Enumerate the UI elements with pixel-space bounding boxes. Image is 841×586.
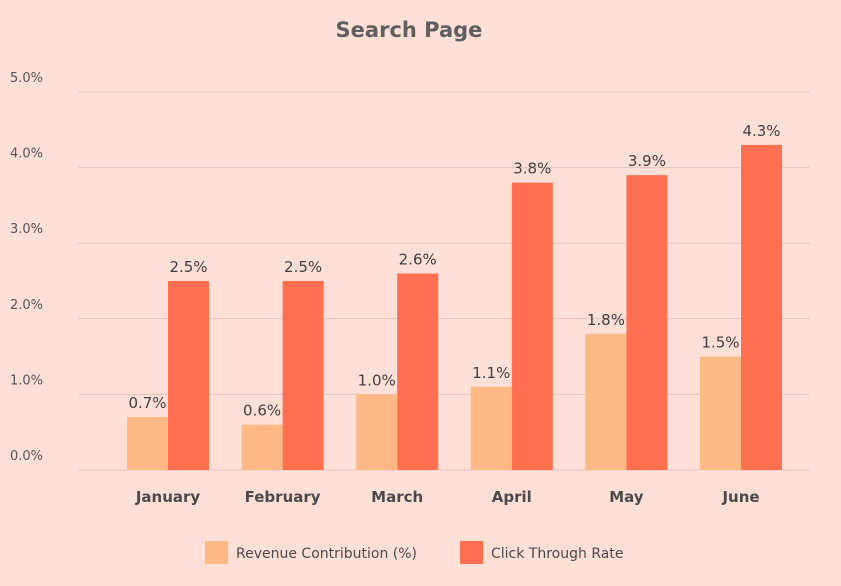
legend-label: Revenue Contribution (%) bbox=[236, 546, 417, 562]
x-tick-label: February bbox=[245, 488, 321, 506]
data-label: 1.0% bbox=[358, 371, 396, 389]
legend-swatch bbox=[460, 541, 483, 564]
y-axis: 0.0% 1.0% 2.0% 3.0% 4.0% 5.0% bbox=[10, 71, 43, 464]
data-label: 2.5% bbox=[169, 258, 207, 276]
legend-item[interactable]: Revenue Contribution (%) bbox=[205, 541, 417, 564]
legend-label: Click Through Rate bbox=[491, 546, 623, 562]
data-label: 2.6% bbox=[399, 250, 437, 268]
x-tick-label: January bbox=[135, 488, 201, 506]
data-label: 0.7% bbox=[128, 394, 166, 412]
data-label: 1.8% bbox=[587, 311, 625, 329]
x-tick-label: April bbox=[492, 488, 532, 506]
bar-click-through-rate[interactable] bbox=[626, 175, 668, 470]
legend-swatch bbox=[205, 541, 228, 564]
bar-revenue-contribution[interactable] bbox=[241, 424, 283, 470]
bar-click-through-rate[interactable] bbox=[168, 281, 209, 470]
data-label: 3.9% bbox=[628, 152, 666, 170]
bar-click-through-rate[interactable] bbox=[741, 144, 782, 471]
data-label: 3.8% bbox=[513, 160, 551, 178]
chart-title: Search Page bbox=[336, 18, 483, 42]
bar-revenue-contribution[interactable] bbox=[470, 386, 512, 470]
x-tick-label: March bbox=[371, 488, 423, 506]
y-tick-label: 3.0% bbox=[10, 222, 43, 237]
data-label: 0.6% bbox=[243, 402, 281, 420]
x-axis: January February March April May June bbox=[135, 488, 760, 506]
bar-revenue-contribution[interactable] bbox=[700, 356, 741, 470]
bar-revenue-contribution[interactable] bbox=[127, 417, 168, 470]
y-tick-label: 2.0% bbox=[10, 298, 43, 313]
y-tick-label: 4.0% bbox=[10, 147, 43, 162]
y-tick-label: 1.0% bbox=[10, 373, 43, 388]
x-tick-label: June bbox=[721, 488, 759, 506]
bar-revenue-contribution[interactable] bbox=[356, 394, 398, 470]
bar-revenue-contribution[interactable] bbox=[585, 333, 627, 470]
y-tick-label: 5.0% bbox=[10, 71, 43, 86]
data-label: 2.5% bbox=[284, 258, 322, 276]
data-labels: 0.7% 2.5% 0.6% 2.5% 1.0% 2.6% 1.1% 3.8% 1.8% 3.9%… bbox=[128, 122, 780, 420]
bar-click-through-rate[interactable] bbox=[397, 273, 439, 470]
bars bbox=[127, 144, 782, 471]
legend-item[interactable]: Click Through Rate bbox=[460, 541, 623, 564]
x-tick-label: May bbox=[609, 488, 644, 506]
data-label: 1.5% bbox=[701, 334, 739, 352]
bar-click-through-rate[interactable] bbox=[511, 182, 553, 470]
data-label: 1.1% bbox=[472, 364, 510, 382]
y-tick-label: 0.0% bbox=[10, 449, 43, 464]
data-label: 4.3% bbox=[742, 122, 780, 140]
legend[interactable]: Revenue Contribution (%) Click Through Ra… bbox=[205, 541, 623, 564]
bar-click-through-rate[interactable] bbox=[282, 281, 324, 470]
